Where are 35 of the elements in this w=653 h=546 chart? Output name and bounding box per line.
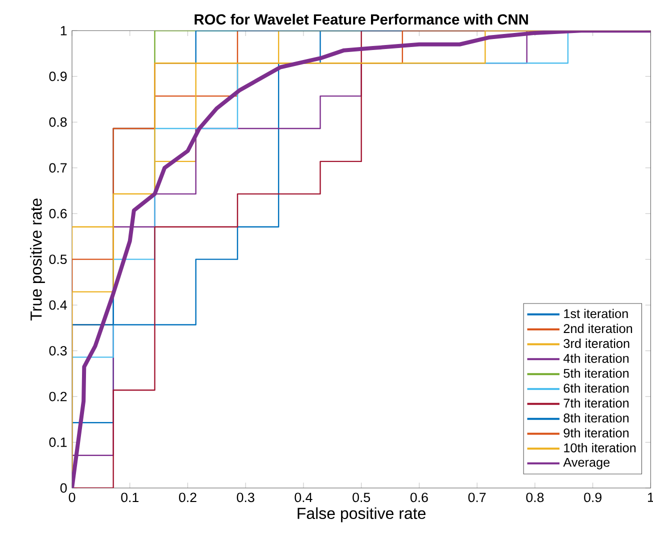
- legend-label: Average: [563, 458, 610, 470]
- x-tick-label: 0.2: [178, 492, 196, 502]
- legend-label: 3rd iteration: [564, 338, 630, 348]
- y-tick-label: 0.7: [49, 163, 67, 173]
- y-tick-label: 0.8: [49, 117, 67, 127]
- x-tick-label: 0.4: [294, 492, 312, 502]
- legend-label: 6th iteration: [564, 383, 629, 393]
- x-tick-label: 0.3: [236, 492, 254, 502]
- legend-label: 9th iteration: [564, 428, 629, 438]
- y-tick-label: 0.4: [49, 300, 67, 310]
- legend-label: 7th iteration: [564, 398, 629, 408]
- legend-label: 1st iteration: [564, 308, 628, 318]
- y-tick-label: 0.6: [49, 208, 67, 218]
- legend-label: 2nd iteration: [564, 324, 632, 334]
- y-tick-label: 0.5: [49, 254, 67, 264]
- y-tick-label: 0.3: [49, 346, 67, 356]
- y-tick-label: 0.9: [49, 72, 67, 82]
- legend-label: 4th iteration: [563, 354, 629, 363]
- x-tick-label: 0.9: [584, 492, 602, 502]
- x-axis-title: False positive rate: [298, 507, 426, 522]
- chart-title: ROC for Wavelet Feature Performance with CNN: [194, 14, 528, 25]
- legend-label: 5th iteration: [564, 368, 629, 378]
- x-tick-label: 0: [68, 492, 76, 502]
- legend-label: 10th iteration: [564, 443, 636, 452]
- y-tick-label: 0.2: [49, 392, 67, 402]
- y-tick-label: 1: [60, 26, 67, 36]
- y-axis-title: True positive rate: [30, 198, 45, 320]
- x-tick-label: 0.8: [526, 492, 544, 502]
- x-tick-label: 0.7: [468, 492, 486, 502]
- x-tick-label: 0.6: [410, 492, 428, 502]
- x-tick-label: 0.1: [121, 492, 138, 502]
- y-tick-label: 0: [60, 483, 67, 493]
- x-tick-label: 0.5: [352, 492, 370, 502]
- legend-label: 8th iteration: [564, 413, 629, 423]
- y-tick-label: 0.1: [49, 438, 67, 447]
